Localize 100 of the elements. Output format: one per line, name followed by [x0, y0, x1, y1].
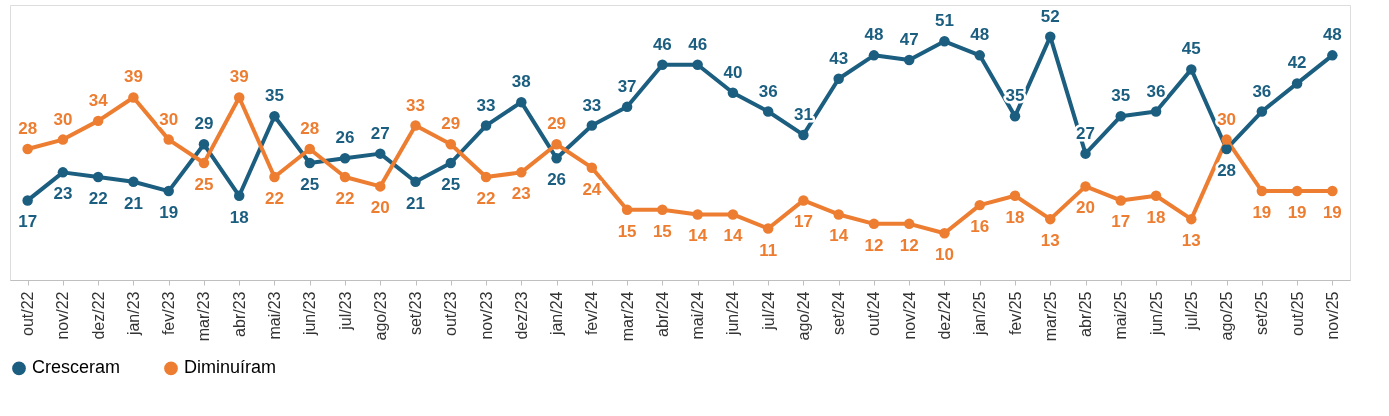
data-label: 24 [582, 179, 602, 199]
x-tick-label: mai/23 [265, 291, 283, 340]
x-tick-label: mar/23 [195, 291, 213, 342]
point [1221, 143, 1232, 155]
point [974, 199, 985, 211]
x-tick-label: ago/25 [1218, 291, 1236, 341]
point [339, 171, 351, 183]
data-label: 21 [123, 193, 143, 213]
x-tick-label: jan/25 [971, 291, 989, 337]
point [163, 134, 174, 145]
point [480, 171, 492, 183]
point [833, 73, 844, 84]
data-label: 52 [1040, 6, 1060, 26]
point [445, 157, 457, 169]
point [798, 129, 809, 141]
data-label: 17 [1111, 212, 1131, 232]
x-tick-label: dez/22 [89, 291, 107, 340]
x-tick-label: out/22 [19, 291, 37, 336]
x-tick-label: jan/24 [548, 291, 566, 337]
x-tick-label: abr/23 [230, 291, 248, 337]
point [128, 176, 139, 187]
data-label: 39 [123, 67, 143, 87]
point [903, 54, 915, 66]
point [198, 157, 210, 169]
x-tick-label: mar/25 [1041, 291, 1059, 342]
data-label: 18 [229, 207, 249, 227]
data-label: 14 [829, 226, 849, 246]
x-tick-label: set/25 [1253, 291, 1271, 336]
data-label: 48 [1322, 25, 1342, 45]
point [1080, 148, 1091, 159]
point [163, 185, 174, 197]
point [269, 110, 280, 122]
data-label: 16 [970, 217, 990, 237]
data-label: 29 [547, 114, 567, 134]
data-label: 13 [1040, 231, 1060, 251]
x-tick-label: mai/25 [1112, 291, 1130, 340]
data-label: 26 [335, 128, 355, 148]
data-label: 26 [547, 170, 567, 190]
point [1080, 181, 1091, 192]
point [92, 171, 104, 183]
data-label: 19 [1322, 203, 1342, 223]
x-tick-label: jul/24 [759, 291, 777, 331]
point [57, 167, 69, 178]
data-label: 22 [265, 189, 284, 209]
point [727, 209, 739, 220]
data-label: 46 [652, 34, 672, 54]
point [1291, 185, 1303, 197]
data-label: 13 [1181, 231, 1201, 251]
point [22, 143, 33, 155]
data-label: 27 [370, 123, 390, 143]
point [833, 209, 844, 220]
x-tick-label: jun/24 [724, 291, 742, 337]
point [1115, 195, 1127, 206]
data-label: 10 [935, 245, 954, 265]
data-label: 42 [1287, 53, 1307, 73]
point [868, 218, 880, 230]
data-label: 18 [1005, 207, 1025, 227]
data-label: 34 [88, 90, 109, 110]
point [657, 204, 668, 216]
point [1150, 106, 1162, 117]
point [516, 96, 527, 108]
point [1186, 64, 1197, 75]
point [657, 59, 668, 70]
data-label: 30 [159, 109, 179, 129]
x-tick-label: nov/22 [54, 291, 72, 340]
point [304, 143, 315, 155]
point [375, 148, 386, 159]
point [1009, 190, 1021, 201]
point [621, 101, 633, 113]
x-tick-label: nov/23 [477, 291, 495, 340]
data-label: 51 [935, 11, 954, 31]
x-tick-label: ago/24 [794, 291, 812, 341]
point [233, 92, 245, 103]
x-tick-label: jul/23 [336, 291, 354, 331]
data-label: 28 [18, 118, 38, 138]
data-label: 11 [759, 240, 778, 260]
point [798, 195, 809, 206]
data-label: 25 [194, 175, 214, 194]
point [1186, 213, 1197, 225]
data-label: 35 [1111, 86, 1131, 106]
data-label: 14 [688, 226, 708, 246]
point [516, 167, 527, 178]
data-label: 20 [1076, 198, 1095, 218]
point [1291, 78, 1303, 89]
data-label: 17 [18, 212, 38, 232]
data-label: 38 [511, 72, 531, 92]
point [551, 153, 562, 164]
data-label: 17 [793, 212, 813, 232]
data-label: 28 [1217, 160, 1237, 180]
data-label: 31 [793, 104, 813, 124]
x-tick-label: jun/25 [1147, 291, 1165, 337]
data-label: 19 [1252, 203, 1272, 223]
data-label: 29 [194, 114, 214, 134]
point [1221, 134, 1232, 145]
data-label: 25 [441, 175, 461, 194]
data-label: 19 [1287, 203, 1307, 223]
point [410, 176, 421, 187]
point [233, 190, 245, 201]
point [339, 153, 351, 164]
data-label: 22 [335, 189, 355, 209]
